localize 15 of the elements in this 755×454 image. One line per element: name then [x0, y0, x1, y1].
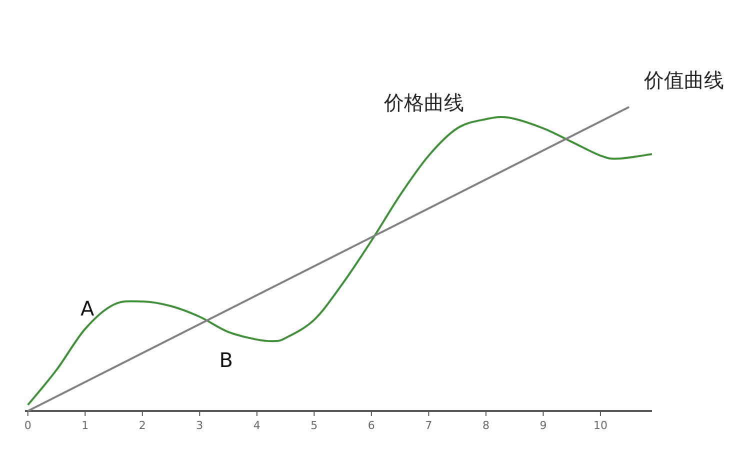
x-tick-label: 7: [425, 419, 432, 432]
x-tick-label: 0: [24, 419, 32, 432]
series-label: 价格曲线: [382, 90, 464, 115]
x-tick-label: 5: [310, 419, 318, 432]
x-tick-label: 10: [593, 419, 608, 432]
x-tick-label: 4: [253, 419, 260, 432]
x-tick-label: 8: [482, 419, 490, 432]
x-tick-label: 1: [82, 419, 89, 432]
x-tick-label: 6: [368, 419, 375, 432]
series-label: 价值曲线: [643, 68, 724, 92]
x-tick-label: 9: [540, 419, 547, 432]
annotation: A: [80, 296, 95, 321]
x-tick-label: 2: [138, 419, 146, 432]
annotation: B: [219, 348, 233, 372]
x-tick-label: 3: [196, 419, 204, 432]
